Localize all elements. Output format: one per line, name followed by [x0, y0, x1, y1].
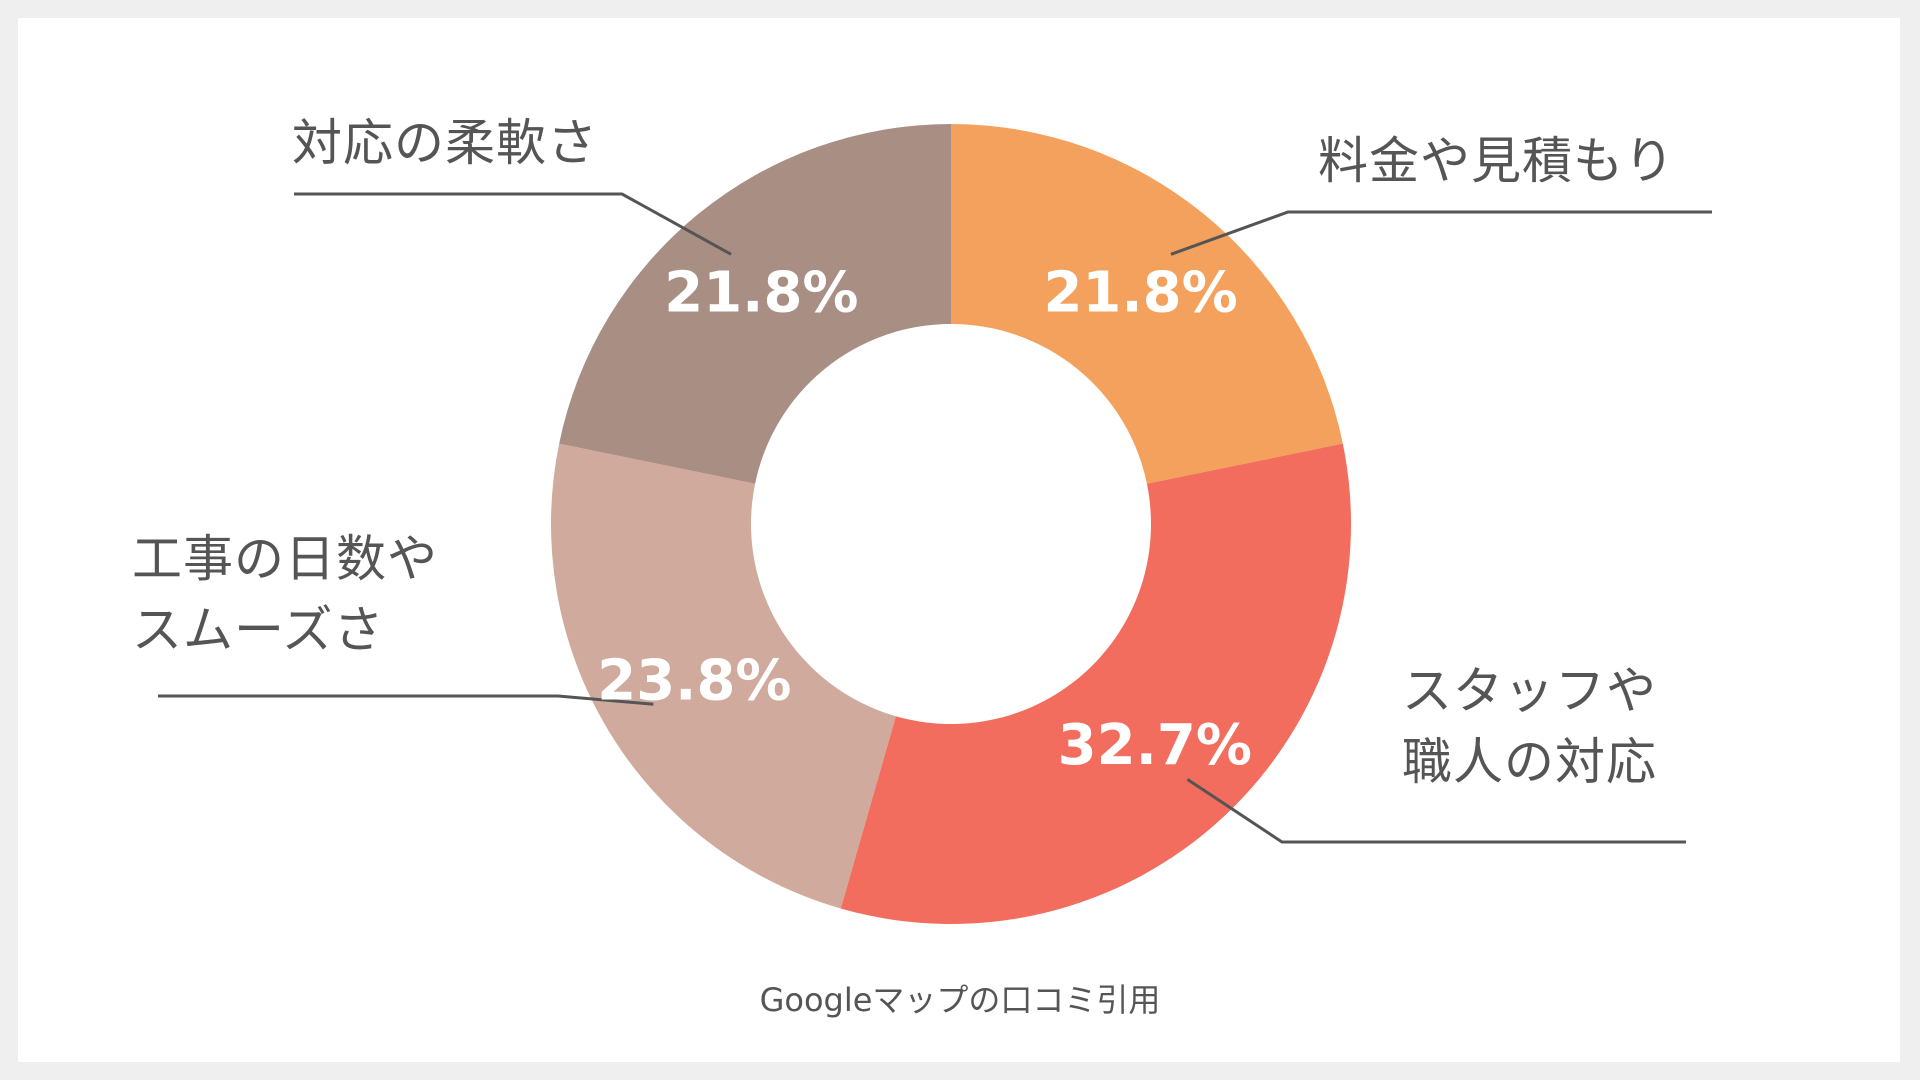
slice-pricing: [951, 124, 1343, 484]
value-label-duration: 23.8%: [597, 648, 791, 713]
source-note: Googleマップの口コミ引用: [759, 981, 1161, 1019]
value-label-pricing: 21.8%: [1043, 261, 1237, 326]
leader-line-pricing: [1170, 210, 1712, 256]
category-label-staff: スタッフや 職人の対応: [1402, 662, 1657, 791]
value-label-staff: 32.7%: [1058, 713, 1252, 778]
slice-duration: [551, 443, 896, 909]
leader-line-flexibility: [294, 192, 732, 256]
slice-staff: [840, 443, 1351, 924]
slice-flexibility: [559, 124, 951, 484]
value-label-flexibility: 21.8%: [664, 261, 858, 326]
leader-line-staff: [1186, 778, 1686, 844]
category-label-flexibility: 対応の柔軟さ: [292, 114, 598, 172]
category-label-pricing: 料金や見積もり: [1318, 132, 1675, 190]
leader-line-duration: [158, 694, 654, 706]
category-label-duration: 工事の日数や スムーズさ: [132, 530, 438, 659]
